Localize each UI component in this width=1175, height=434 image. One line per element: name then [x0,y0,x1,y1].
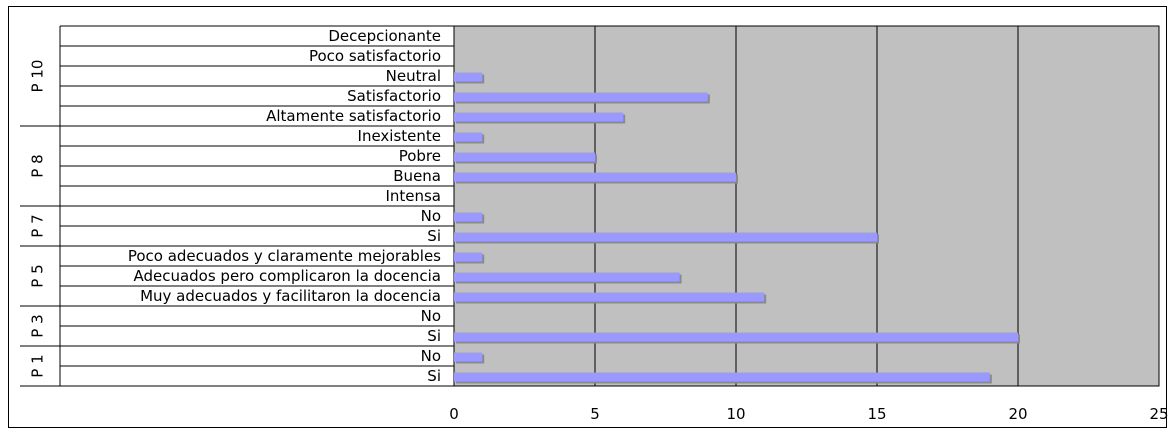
category-label: Si [427,227,441,245]
bar [454,132,483,142]
x-tick-label: 5 [590,405,600,423]
category-label: Intensa [385,187,441,205]
plot-area [454,26,1159,386]
category-label: Decepcionante [328,27,441,45]
category-label: Si [427,367,441,385]
x-tick-label: 0 [449,405,459,423]
bar [454,72,483,82]
category-label: Pobre [399,147,441,165]
category-label: Neutral [386,67,441,85]
category-label: Si [427,327,441,345]
bar [454,212,483,222]
category-label: Satisfactorio [347,87,441,105]
group-label: P 8 [29,154,47,177]
bar [454,292,765,302]
bar [454,112,624,122]
bar [454,152,595,162]
x-tick-label: 20 [1008,405,1027,423]
group-label: P 7 [29,214,47,237]
bar [454,252,483,262]
category-label: No [421,347,441,365]
bar [454,272,680,282]
category-label: Poco adecuados y claramente mejorables [128,247,441,265]
group-label: P 3 [29,314,47,337]
x-tick-label: 10 [726,405,745,423]
bar [454,372,990,382]
x-tick-label: 15 [867,405,886,423]
category-label: Buena [393,167,441,185]
category-label: Inexistente [358,127,441,145]
bar [454,332,1018,342]
group-label: P 10 [29,60,47,93]
bar [454,352,483,362]
category-label: Muy adecuados y facilitaron la docencia [140,287,441,305]
group-label: P 5 [29,264,47,287]
bar [454,92,708,102]
category-label: No [421,307,441,325]
category-label: Poco satisfactorio [309,47,441,65]
bar [454,172,736,182]
bar [454,232,877,242]
x-tick-label: 25 [1149,405,1168,423]
category-label: Altamente satisfactorio [266,107,441,125]
category-label: No [421,207,441,225]
group-label: P 1 [29,354,47,377]
category-label: Adecuados pero complicaron la docencia [133,267,441,285]
